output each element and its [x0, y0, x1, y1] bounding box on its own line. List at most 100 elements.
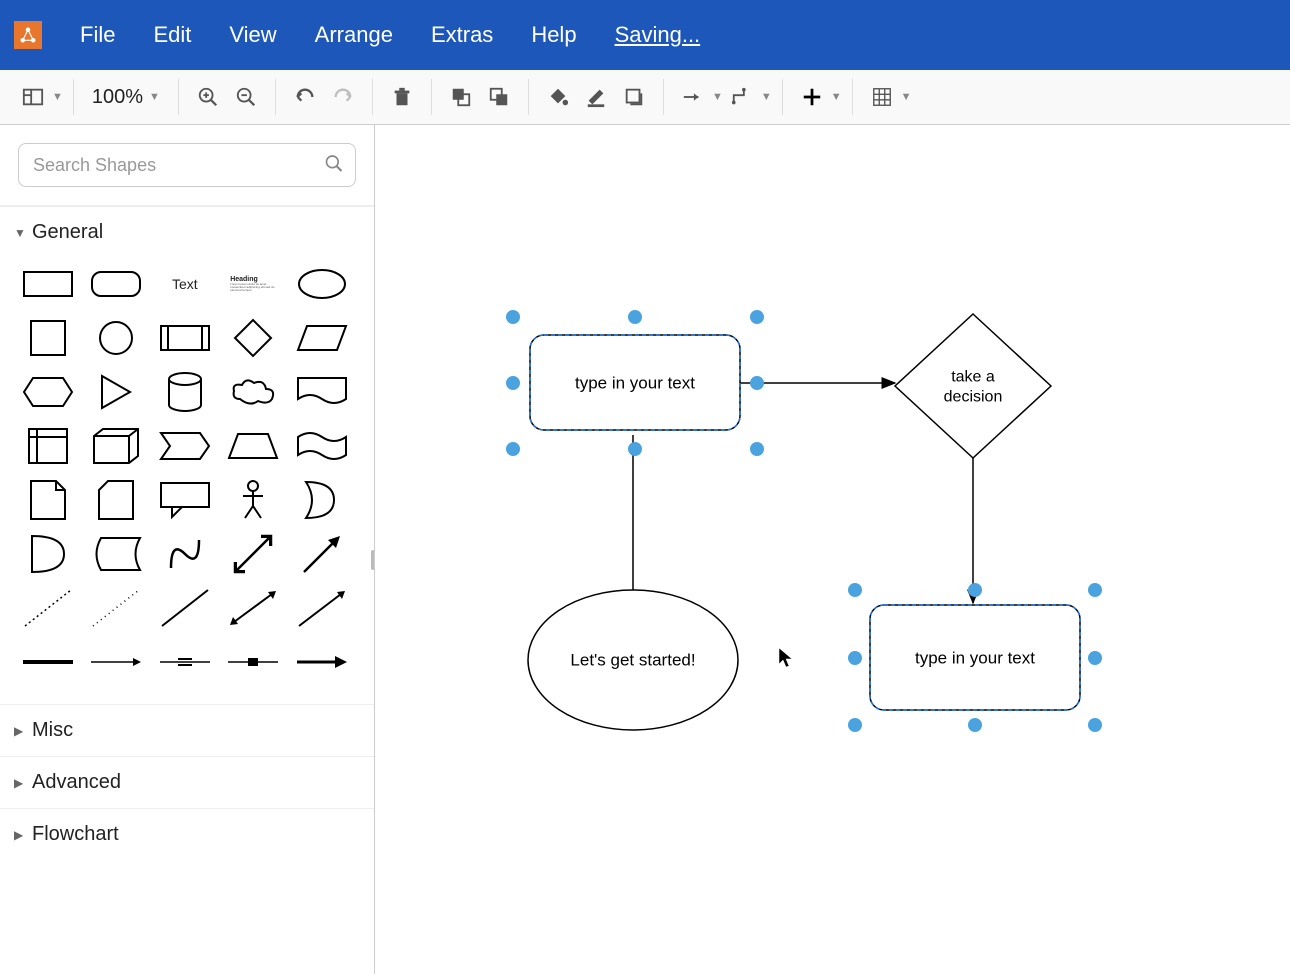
- shape-data-storage[interactable]: [90, 536, 142, 572]
- shapes-palette: Text HeadingLorem ipsum dolor sit amet c…: [0, 258, 374, 704]
- node-box2-text: type in your text: [915, 649, 1035, 668]
- diagram-svg: take a decision Let's get started! type …: [375, 125, 1290, 974]
- view-toggle-caret[interactable]: ▼: [52, 91, 63, 103]
- view-toggle-button[interactable]: [14, 78, 52, 116]
- shape-dashed-line[interactable]: [22, 590, 74, 626]
- shape-curve[interactable]: [159, 536, 211, 572]
- app-logo[interactable]: [14, 21, 42, 49]
- shape-internal-storage[interactable]: [22, 428, 74, 464]
- redo-button[interactable]: [324, 78, 362, 116]
- shape-actor[interactable]: [227, 482, 279, 518]
- menu-arrange[interactable]: Arrange: [315, 22, 393, 48]
- shape-step[interactable]: [159, 428, 211, 464]
- shape-cylinder[interactable]: [159, 374, 211, 410]
- shape-cloud[interactable]: [227, 374, 279, 410]
- insert-button[interactable]: [793, 78, 831, 116]
- menu-file[interactable]: File: [80, 22, 115, 48]
- shape-circle[interactable]: [90, 320, 142, 356]
- shape-link[interactable]: [22, 644, 74, 680]
- shape-arrow[interactable]: [296, 536, 348, 572]
- collapse-icon: ▶: [14, 776, 26, 790]
- zoom-level-value: 100%: [92, 86, 143, 109]
- waypoints-button[interactable]: [723, 78, 761, 116]
- shape-cube[interactable]: [90, 428, 142, 464]
- shape-trapezoid[interactable]: [227, 428, 279, 464]
- fill-color-button[interactable]: [539, 78, 577, 116]
- shape-rounded-rectangle[interactable]: [90, 266, 142, 302]
- menu-extras[interactable]: Extras: [431, 22, 493, 48]
- category-general[interactable]: ▼ General: [0, 206, 374, 258]
- node-decision[interactable]: take a decision: [895, 314, 1051, 458]
- category-label: Misc: [32, 719, 73, 742]
- zoom-in-button[interactable]: [189, 78, 227, 116]
- node-box2[interactable]: type in your text: [870, 605, 1080, 710]
- category-flowchart[interactable]: ▶ Flowchart: [0, 808, 374, 860]
- to-back-button[interactable]: [480, 78, 518, 116]
- shape-thin-arrow[interactable]: [90, 644, 142, 680]
- canvas[interactable]: take a decision Let's get started! type …: [375, 125, 1290, 974]
- shape-or[interactable]: [296, 482, 348, 518]
- shape-hexagon[interactable]: [22, 374, 74, 410]
- menubar: File Edit View Arrange Extras Help Savin…: [0, 0, 1290, 70]
- delete-button[interactable]: [383, 78, 421, 116]
- shape-directional-connector[interactable]: [296, 590, 348, 626]
- shape-connector-1[interactable]: [159, 644, 211, 680]
- waypoints-caret[interactable]: ▼: [761, 91, 772, 103]
- shape-diamond[interactable]: [227, 320, 279, 356]
- shape-bidirectional-connector[interactable]: [227, 590, 279, 626]
- shape-connector-2[interactable]: [227, 644, 279, 680]
- connection-caret[interactable]: ▼: [712, 91, 723, 103]
- shape-bidirectional-arrow[interactable]: [227, 536, 279, 572]
- node-box1-text: type in your text: [575, 374, 695, 393]
- shape-note[interactable]: [22, 482, 74, 518]
- category-advanced[interactable]: ▶ Advanced: [0, 756, 374, 808]
- category-misc[interactable]: ▶ Misc: [0, 704, 374, 756]
- shape-connector-arrow[interactable]: [296, 644, 348, 680]
- shape-callout[interactable]: [159, 482, 211, 518]
- shape-tape[interactable]: [296, 428, 348, 464]
- shape-textbox[interactable]: HeadingLorem ipsum dolor sit amet consec…: [227, 266, 279, 302]
- search-input[interactable]: [18, 143, 356, 187]
- search-box: [18, 143, 356, 187]
- menu-help[interactable]: Help: [531, 22, 576, 48]
- node-start-text: Let's get started!: [570, 651, 695, 670]
- search-icon[interactable]: [324, 154, 344, 177]
- shape-square[interactable]: [22, 320, 74, 356]
- shape-document[interactable]: [296, 374, 348, 410]
- category-label: Flowchart: [32, 823, 119, 846]
- shape-and[interactable]: [22, 536, 74, 572]
- shape-ellipse[interactable]: [296, 266, 348, 302]
- shape-dotted-line[interactable]: [90, 590, 142, 626]
- node-start[interactable]: Let's get started!: [528, 590, 738, 730]
- zoom-caret: ▼: [149, 91, 160, 103]
- line-color-button[interactable]: [577, 78, 615, 116]
- zoom-level[interactable]: 100% ▼: [84, 86, 168, 109]
- shape-triangle[interactable]: [90, 374, 142, 410]
- menu-saving-status[interactable]: Saving...: [615, 22, 701, 48]
- table-button[interactable]: [863, 78, 901, 116]
- zoom-out-button[interactable]: [227, 78, 265, 116]
- category-label: Advanced: [32, 771, 121, 794]
- table-caret[interactable]: ▼: [901, 91, 912, 103]
- menu-edit[interactable]: Edit: [153, 22, 191, 48]
- expand-icon: ▼: [14, 226, 26, 240]
- shadow-button[interactable]: [615, 78, 653, 116]
- collapse-icon: ▶: [14, 724, 26, 738]
- toolbar: ▼ 100% ▼: [0, 70, 1290, 125]
- category-label: General: [32, 221, 103, 244]
- shape-line[interactable]: [159, 590, 211, 626]
- node-box1[interactable]: type in your text: [530, 335, 740, 430]
- connection-button[interactable]: [674, 78, 712, 116]
- shape-process[interactable]: [159, 320, 211, 356]
- insert-caret[interactable]: ▼: [831, 91, 842, 103]
- shape-text[interactable]: Text: [159, 266, 211, 302]
- sidebar: ▼ General Text HeadingLorem ipsum dolor …: [0, 125, 375, 974]
- undo-button[interactable]: [286, 78, 324, 116]
- to-front-button[interactable]: [442, 78, 480, 116]
- main-area: ▼ General Text HeadingLorem ipsum dolor …: [0, 125, 1290, 974]
- shape-parallelogram[interactable]: [296, 320, 348, 356]
- shape-card[interactable]: [90, 482, 142, 518]
- menu-view[interactable]: View: [229, 22, 276, 48]
- node-decision-text-1: take a: [951, 369, 995, 386]
- shape-rectangle[interactable]: [22, 266, 74, 302]
